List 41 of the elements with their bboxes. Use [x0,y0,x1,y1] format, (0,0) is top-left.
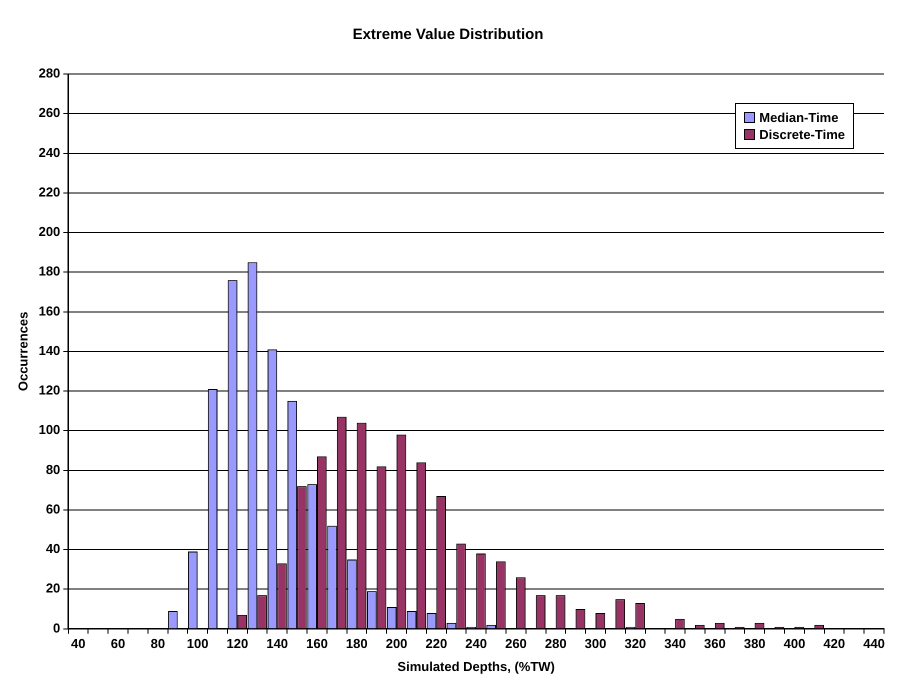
y-tick-label: 40 [46,541,60,556]
x-tick-label: 40 [71,636,86,652]
x-tick-label: 120 [226,636,248,652]
y-tick-label: 280 [38,66,60,81]
y-tick-label: 200 [38,224,60,240]
y-tick-label: 60 [46,501,60,516]
y-tick-label: 100 [38,422,60,438]
x-tick-label: 200 [386,636,408,652]
x-tick-label: 140 [266,636,288,652]
x-tick-label: 160 [306,636,328,652]
x-tick-label: 240 [465,636,487,652]
y-tick-label: 120 [38,382,60,398]
x-tick-label: 380 [744,636,766,652]
x-tick-label: 80 [150,636,166,652]
legend-label: Median-Time [759,110,838,125]
x-axis-title: Simulated Depths, (%TW) [397,658,555,674]
x-tick-label: 420 [823,636,846,652]
y-tick-label: 20 [46,580,60,596]
y-tick-label: 220 [38,184,60,200]
x-tick-label: 260 [505,636,527,652]
x-tick-label: 60 [110,636,126,652]
y-tick-label: 160 [38,303,60,318]
x-tick-label: 280 [544,636,567,652]
y-tick-label: 0 [53,620,60,636]
chart-title: Extreme Value Distribution [352,26,544,44]
x-tick-label: 320 [624,636,646,652]
y-tick-label: 260 [38,105,60,120]
x-tick-label: 220 [426,636,448,652]
y-tick-label: 240 [38,144,60,160]
y-tick-label: 180 [38,264,60,279]
x-tick-label: 340 [664,636,686,652]
y-tick-label: 140 [38,342,60,358]
x-tick-label: 180 [346,636,368,652]
x-tick-label: 360 [704,636,726,652]
y-axis-title: Occurrences [15,312,30,392]
x-tick-label: 100 [186,636,208,652]
x-tick-label: 300 [584,636,606,652]
y-tick-label: 80 [46,462,60,477]
legend-label: Discrete-Time [759,127,845,142]
x-tick-label: 440 [863,636,885,652]
x-tick-label: 400 [784,636,806,652]
